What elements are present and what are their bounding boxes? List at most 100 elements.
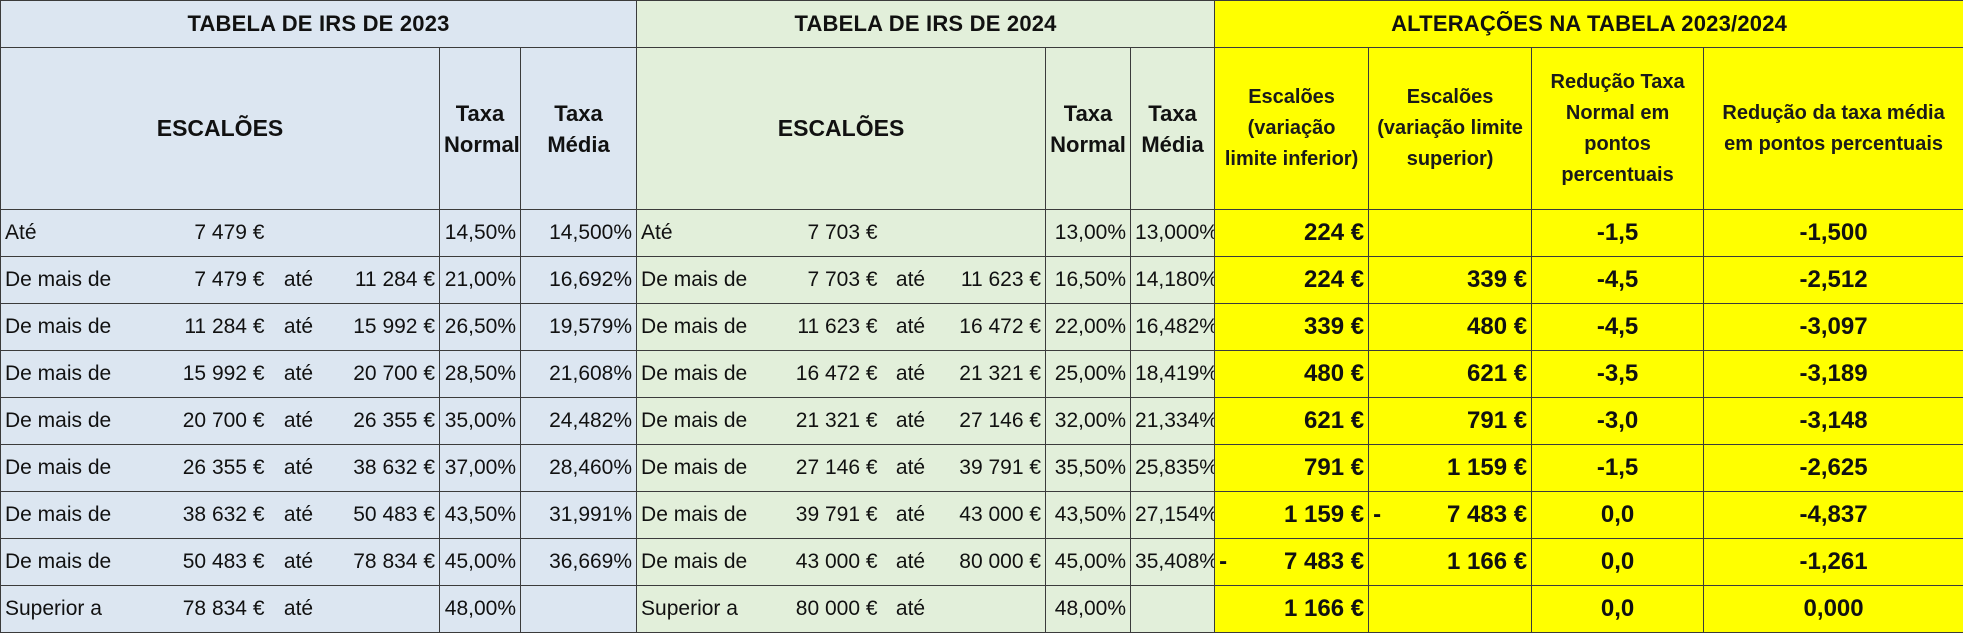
taxa-normal-2024: 43,50% bbox=[1045, 491, 1132, 539]
reducao-taxa-media: -3,148 bbox=[1703, 397, 1963, 445]
reducao-taxa-normal: -1,5 bbox=[1531, 209, 1705, 257]
lower-limit-2023: 78 834 € bbox=[166, 585, 269, 633]
variacao-superior bbox=[1368, 209, 1533, 257]
upper-limit-2024: 27 146 € bbox=[939, 397, 1047, 445]
title-2023: TABELA DE IRS DE 2023 bbox=[0, 0, 638, 48]
ate-label-2024: até bbox=[881, 444, 940, 492]
lower-limit-2024: 39 791 € bbox=[788, 491, 882, 539]
ate-label-2023: até bbox=[268, 350, 329, 398]
bracket-label-2024: Superior a bbox=[636, 585, 789, 633]
taxa-normal-2023: 43,50% bbox=[439, 491, 521, 539]
header-escaloes-2024: ESCALÕES bbox=[636, 47, 1047, 210]
bracket-label-2024: De mais de bbox=[636, 397, 789, 445]
table-row: Superior a 78 834 € até 48,00% Superior a 80 … bbox=[0, 585, 1963, 633]
ate-label-2023: até bbox=[268, 491, 329, 539]
table-row: De mais de 15 992 € até 20 700 €28,50% 21,60… bbox=[0, 350, 1963, 398]
reducao-taxa-normal: 0,0 bbox=[1531, 538, 1705, 586]
upper-limit-2024: 21 321 € bbox=[939, 350, 1047, 398]
upper-limit-2024: 80 000 € bbox=[939, 538, 1047, 586]
variacao-inferior: 791 € bbox=[1214, 444, 1370, 492]
taxa-media-2023: 14,500% bbox=[519, 209, 638, 257]
upper-limit-2024 bbox=[939, 209, 1047, 257]
variacao-superior: 621 € bbox=[1368, 350, 1533, 398]
upper-limit-2023: 78 834 € bbox=[328, 538, 440, 586]
title-changes: ALTERAÇÕES NA TABELA 2023/2024 bbox=[1214, 0, 1963, 48]
variacao-inferior-value: 621 € bbox=[1304, 407, 1365, 434]
upper-limit-2023: 38 632 € bbox=[328, 444, 440, 492]
upper-limit-2023 bbox=[328, 585, 440, 633]
lower-limit-2023: 15 992 € bbox=[166, 350, 269, 398]
reducao-taxa-media: -2,625 bbox=[1703, 444, 1963, 492]
reducao-taxa-media: -3,097 bbox=[1703, 303, 1963, 351]
variacao-inferior-value: 224 € bbox=[1304, 266, 1365, 293]
taxa-media-2023: 19,579% bbox=[519, 303, 638, 351]
header-taxa-normal-2023: Taxa Normal bbox=[439, 47, 521, 210]
title-row: TABELA DE IRS DE 2023 TABELA DE IRS DE 2… bbox=[0, 0, 1963, 48]
lower-limit-2023: 20 700 € bbox=[166, 397, 269, 445]
variacao-inferior-value: 224 € bbox=[1304, 219, 1365, 246]
variacao-superior: 1 166 € bbox=[1368, 538, 1533, 586]
taxa-normal-2024: 25,00% bbox=[1045, 350, 1132, 398]
ate-label-2023 bbox=[268, 209, 329, 257]
bracket-label-2024: Até bbox=[636, 209, 789, 257]
taxa-media-2024: 14,180% bbox=[1130, 256, 1216, 304]
taxa-normal-2023: 35,00% bbox=[439, 397, 521, 445]
reducao-taxa-media: -2,512 bbox=[1703, 256, 1963, 304]
upper-limit-2023: 20 700 € bbox=[328, 350, 440, 398]
taxa-normal-2023: 21,00% bbox=[439, 256, 521, 304]
title-2024: TABELA DE IRS DE 2024 bbox=[636, 0, 1216, 48]
taxa-media-2024: 21,334% bbox=[1130, 397, 1216, 445]
bracket-label-2023: De mais de bbox=[0, 444, 167, 492]
header-variacao-superior: Escalões (variação limite superior) bbox=[1368, 47, 1533, 210]
upper-limit-2024: 16 472 € bbox=[939, 303, 1047, 351]
header-taxa-normal-2024: Taxa Normal bbox=[1045, 47, 1132, 210]
variacao-inferior: 1 159 € bbox=[1214, 491, 1370, 539]
variacao-inferior-value: 480 € bbox=[1304, 360, 1365, 387]
bracket-label-2023: De mais de bbox=[0, 397, 167, 445]
taxa-normal-2023: 26,50% bbox=[439, 303, 521, 351]
upper-limit-2024: 43 000 € bbox=[939, 491, 1047, 539]
taxa-normal-2023: 14,50% bbox=[439, 209, 521, 257]
reducao-taxa-normal: -4,5 bbox=[1531, 256, 1705, 304]
taxa-normal-2024: 16,50% bbox=[1045, 256, 1132, 304]
variacao-inferior: - 7 483 € bbox=[1214, 538, 1370, 586]
ate-label-2024: até bbox=[881, 350, 940, 398]
taxa-media-2023: 24,482% bbox=[519, 397, 638, 445]
table-row: De mais de 50 483 € até 78 834 €45,00% 36,66… bbox=[0, 538, 1963, 586]
ate-label-2024: até bbox=[881, 491, 940, 539]
bracket-label-2023: De mais de bbox=[0, 256, 167, 304]
lower-limit-2024: 7 703 € bbox=[788, 256, 882, 304]
variacao-inferior: 480 € bbox=[1214, 350, 1370, 398]
variacao-inferior: 621 € bbox=[1214, 397, 1370, 445]
lower-limit-2023: 7 479 € bbox=[166, 256, 269, 304]
upper-limit-2024: 39 791 € bbox=[939, 444, 1047, 492]
bracket-label-2024: De mais de bbox=[636, 491, 789, 539]
bracket-label-2023: De mais de bbox=[0, 491, 167, 539]
variacao-superior-value: 1 166 € bbox=[1446, 548, 1528, 575]
upper-limit-2024: 11 623 € bbox=[939, 256, 1047, 304]
variacao-inferior-value: 1 166 € bbox=[1283, 595, 1365, 622]
ate-label-2023: até bbox=[268, 585, 329, 633]
table-row: De mais de 7 479 € até 11 284 €21,00% 16,692… bbox=[0, 256, 1963, 304]
table-row: De mais de 20 700 € até 26 355 €35,00% 24,48… bbox=[0, 397, 1963, 445]
variacao-inferior-value: 339 € bbox=[1304, 313, 1365, 340]
reducao-taxa-normal: 0,0 bbox=[1531, 585, 1705, 633]
lower-limit-2023: 50 483 € bbox=[166, 538, 269, 586]
header-row: ESCALÕES Taxa Normal Taxa Média ESCALÕES T… bbox=[0, 47, 1963, 210]
lower-limit-2024: 11 623 € bbox=[788, 303, 882, 351]
reducao-taxa-normal: -4,5 bbox=[1531, 303, 1705, 351]
variacao-superior: 1 159 € bbox=[1368, 444, 1533, 492]
taxa-media-2024: 27,154% bbox=[1130, 491, 1216, 539]
variacao-superior bbox=[1368, 585, 1533, 633]
lower-limit-2023: 38 632 € bbox=[166, 491, 269, 539]
variacao-inferior-value: 7 483 € bbox=[1283, 548, 1365, 575]
table-row: Até 7 479 €14,50% 14,500% Até 7 703 €13,00% 1… bbox=[0, 209, 1963, 257]
variacao-superior-value: 621 € bbox=[1467, 360, 1528, 387]
header-taxa-media-2024: Taxa Média bbox=[1130, 47, 1216, 210]
lower-limit-2024: 43 000 € bbox=[788, 538, 882, 586]
bracket-label-2024: De mais de bbox=[636, 350, 789, 398]
variacao-superior-value: 791 € bbox=[1467, 407, 1528, 434]
variacao-superior: 339 € bbox=[1368, 256, 1533, 304]
reducao-taxa-normal: -1,5 bbox=[1531, 444, 1705, 492]
header-escaloes-2023: ESCALÕES bbox=[0, 47, 440, 210]
